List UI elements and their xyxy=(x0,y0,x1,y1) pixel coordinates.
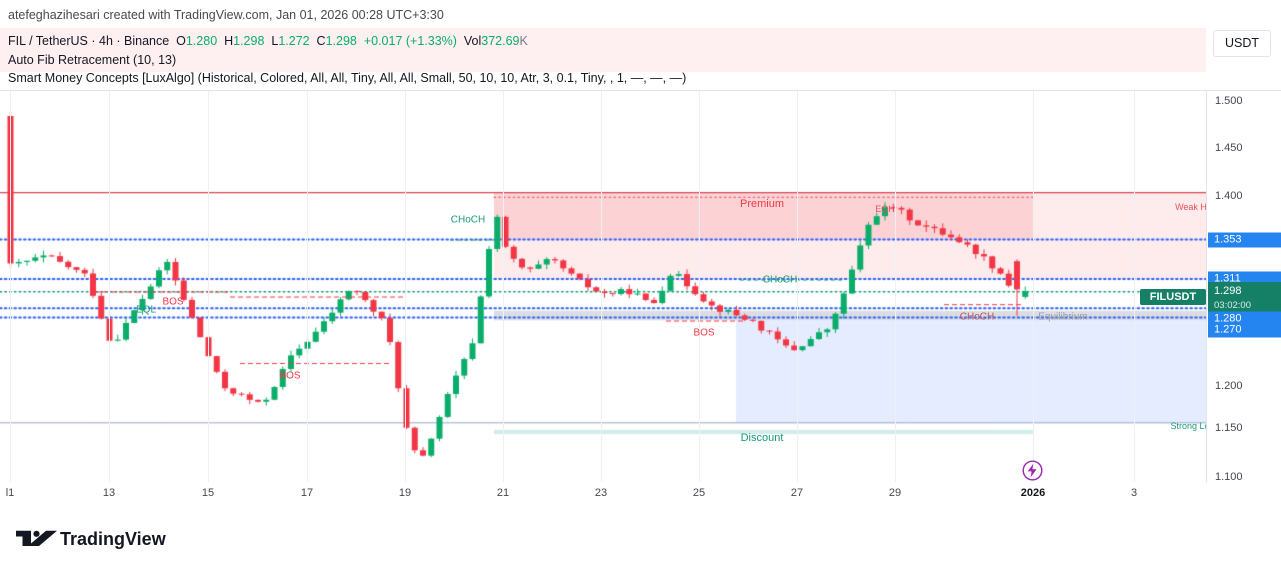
svg-text:TradingView: TradingView xyxy=(60,529,167,549)
